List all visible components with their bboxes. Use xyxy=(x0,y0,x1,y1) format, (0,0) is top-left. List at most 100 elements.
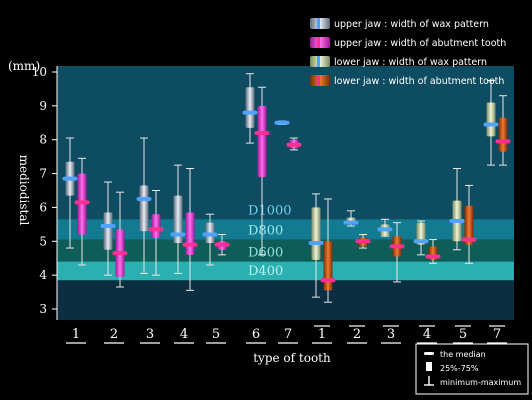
median-marker xyxy=(74,200,90,205)
band-d800 xyxy=(57,219,514,240)
median-marker xyxy=(170,232,186,237)
x-tick-label: 2 xyxy=(110,327,118,342)
band-d400 xyxy=(57,261,514,281)
legend-label: upper jaw : width of abutment tooth xyxy=(334,38,506,49)
tooth-group-upper-2 xyxy=(100,181,128,288)
band-label-d400: D400 xyxy=(248,264,283,279)
y-tick-label: 10 xyxy=(32,65,47,79)
legend-label: upper jaw : width of wax pattern xyxy=(334,19,489,30)
iqr-box xyxy=(486,102,496,137)
y-tick-label: 3 xyxy=(39,302,47,316)
x-tick-label: 4 xyxy=(180,327,188,342)
legend-entry-0: upper jaw : width of wax pattern xyxy=(310,18,489,30)
tooth-group-lower-1 xyxy=(308,193,336,303)
box-series xyxy=(62,73,511,303)
legend-median-stripe xyxy=(317,18,320,29)
tolerance-bands: D1000 D800 D600 D400 xyxy=(57,66,514,320)
x-tick-label: 6 xyxy=(252,327,260,342)
legend-entry-2: lower jaw : width of wax pattern xyxy=(310,56,487,68)
median-marker xyxy=(112,251,128,256)
box-key: the median 25%-75% minimum-maximum xyxy=(415,343,529,395)
x-axis-title: type of tooth xyxy=(253,351,331,365)
iqr-box xyxy=(464,205,474,245)
key-frame xyxy=(415,343,529,395)
tooth-group-upper-3 xyxy=(136,137,164,276)
band-label-d800: D800 xyxy=(248,224,283,239)
median-marker xyxy=(495,139,511,144)
y-tick-label: 9 xyxy=(39,99,47,113)
iqr-box xyxy=(103,212,113,250)
median-marker xyxy=(425,254,441,259)
iqr-box xyxy=(173,195,183,243)
y-axis: 3 4 5 6 7 8 9 10 xyxy=(32,65,58,320)
median-marker xyxy=(242,110,258,115)
key-label: the median xyxy=(440,350,486,359)
y-tick-label: 5 xyxy=(39,234,47,248)
median-marker xyxy=(148,227,164,232)
x-tick-label: 4 xyxy=(423,327,431,342)
median-marker xyxy=(182,242,198,247)
median-marker xyxy=(100,224,116,229)
median-marker xyxy=(413,239,429,244)
y-tick-label: 7 xyxy=(39,167,47,181)
y-tick-label: 6 xyxy=(39,200,47,214)
median-marker xyxy=(461,237,477,242)
x-tick-label: 2 xyxy=(353,327,361,342)
tooth-group-upper-5 xyxy=(202,213,230,266)
tooth-group-lower-4 xyxy=(413,220,441,264)
iqr-box xyxy=(185,212,195,255)
key-median-symbol xyxy=(424,352,434,355)
key-label: minimum-maximum xyxy=(440,378,521,387)
tooth-group-upper-4 xyxy=(170,164,198,291)
x-axis: 1 2 3 4 5 6 7 1 2 3 4 5 7 xyxy=(66,325,507,344)
tooth-group-lower-3 xyxy=(377,218,405,283)
legend-median-stripe xyxy=(317,56,320,67)
tooth-group-lower-7 xyxy=(483,79,511,166)
x-tick-label: 1 xyxy=(72,327,80,342)
iqr-box xyxy=(139,185,149,232)
legend-median-stripe xyxy=(317,75,320,86)
key-box-symbol xyxy=(426,362,432,371)
key-label: 25%-75% xyxy=(440,364,479,373)
median-marker xyxy=(62,176,78,181)
legend: upper jaw : width of wax pattern upper ja… xyxy=(310,18,506,87)
x-tick-label: 7 xyxy=(493,327,501,342)
tooth-group-lower-2 xyxy=(343,210,371,249)
median-marker xyxy=(377,227,393,232)
tooth-group-upper-6 xyxy=(242,73,270,256)
x-tick-label: 3 xyxy=(146,327,154,342)
tooth-group-lower-5 xyxy=(449,167,477,264)
median-marker xyxy=(214,242,230,247)
iqr-box xyxy=(416,222,426,245)
x-tick-label: 5 xyxy=(212,327,220,342)
legend-label: lower jaw : width of wax pattern xyxy=(334,57,487,68)
x-tick-label: 5 xyxy=(459,327,467,342)
median-marker xyxy=(320,278,336,283)
x-tick-label: 1 xyxy=(318,327,326,342)
median-marker xyxy=(483,122,499,127)
median-marker xyxy=(274,120,290,125)
median-marker xyxy=(343,220,359,225)
iqr-box xyxy=(151,214,161,238)
y-tick-label: 4 xyxy=(39,268,47,282)
y-tick-label: 8 xyxy=(39,133,47,147)
band-label-d600: D600 xyxy=(248,246,283,261)
y-axis-title: mediodistal xyxy=(17,155,31,226)
band-d600 xyxy=(57,239,514,262)
tooth-group-upper-1 xyxy=(62,137,90,266)
x-tick-label: 7 xyxy=(284,327,292,342)
median-marker xyxy=(449,218,465,223)
x-tick-label: 3 xyxy=(387,327,395,342)
median-marker xyxy=(389,244,405,249)
median-marker xyxy=(254,130,270,135)
iqr-box xyxy=(498,117,508,152)
median-marker xyxy=(308,240,324,245)
legend-entry-1: upper jaw : width of abutment tooth xyxy=(310,37,506,49)
median-marker xyxy=(286,142,302,147)
band-label-d1000: D1000 xyxy=(248,203,292,218)
tooth-group-upper-7 xyxy=(274,120,302,151)
legend-label: lower jaw : width of abutment tooth xyxy=(334,76,504,87)
iqr-box xyxy=(257,105,267,177)
y-unit-label: (mm) xyxy=(8,59,40,73)
legend-median-stripe xyxy=(317,37,320,48)
